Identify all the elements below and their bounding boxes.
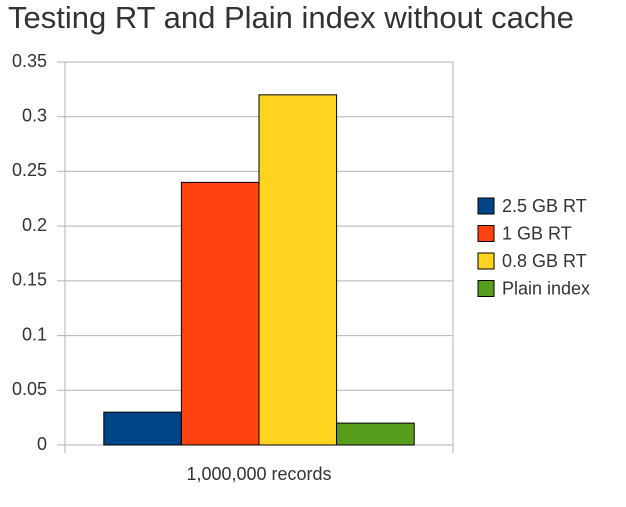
legend-label: Plain index	[502, 278, 590, 298]
bar	[180, 181, 260, 446]
bar	[103, 411, 182, 446]
chart-title: Testing RT and Plain index without cache	[8, 0, 574, 35]
bar	[258, 94, 338, 446]
y-tick-label: 0.2	[22, 215, 47, 235]
legend-swatch	[477, 280, 495, 297]
y-tick-label: 0.3	[22, 105, 47, 125]
y-tick-label: 0.35	[12, 51, 47, 71]
y-tick-label: 0.1	[22, 324, 47, 344]
legend-swatch	[477, 252, 495, 270]
x-tick-label: 1,000,000 records	[186, 464, 331, 484]
legend-label: 1 GB RT	[502, 223, 572, 243]
y-tick-label: 0.05	[12, 379, 47, 399]
legend-label: 2.5 GB RT	[502, 196, 587, 216]
legend-swatch	[477, 225, 495, 242]
y-tick-label: 0	[37, 434, 47, 454]
y-tick-label: 0.25	[12, 160, 47, 180]
bar	[336, 422, 415, 446]
legend-swatch	[477, 197, 495, 215]
y-tick-label: 0.15	[12, 270, 47, 290]
legend-label: 0.8 GB RT	[502, 251, 587, 271]
